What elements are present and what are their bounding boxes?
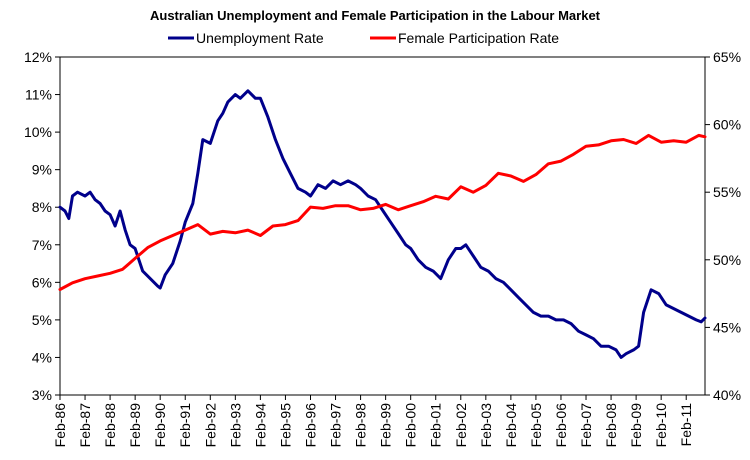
left-tick-label: 3% bbox=[32, 387, 52, 403]
plot-frame bbox=[59, 56, 706, 396]
x-tick-label: Feb-01 bbox=[428, 403, 444, 448]
legend-label-female-participation: Female Participation Rate bbox=[398, 30, 559, 46]
left-tick-label: 9% bbox=[32, 162, 52, 178]
x-tick-label: Feb-07 bbox=[578, 403, 594, 448]
x-tick-label: Feb-96 bbox=[302, 403, 318, 448]
x-tick-label: Feb-92 bbox=[202, 403, 218, 448]
x-tick-label: Feb-98 bbox=[353, 403, 369, 448]
x-tick-label: Feb-09 bbox=[628, 403, 644, 448]
right-tick-label: 65% bbox=[713, 49, 741, 65]
x-tick-label: Feb-88 bbox=[102, 403, 118, 448]
x-axis-ticks: Feb-86 Feb-87 Feb-88 Feb-89 Feb-90 Feb-91 Feb-… bbox=[52, 395, 694, 447]
left-tick-label: 12% bbox=[24, 49, 52, 65]
right-tick-label: 55% bbox=[713, 184, 741, 200]
series-layer bbox=[58, 89, 707, 359]
left-axis-ticks: 3% 4% 5% 6% 7% 8% 9% 10% 11% 12% bbox=[24, 49, 60, 403]
right-tick-label: 45% bbox=[713, 319, 741, 335]
left-tick-label: 5% bbox=[32, 312, 52, 328]
x-tick-label: Feb-87 bbox=[77, 403, 93, 448]
x-tick-label: Feb-11 bbox=[678, 403, 694, 447]
right-axis-ticks: 40% 45% 50% 55% 60% 65% bbox=[705, 49, 741, 403]
x-tick-label: Feb-94 bbox=[252, 403, 268, 448]
x-tick-label: Feb-99 bbox=[378, 403, 394, 448]
x-tick-label: Feb-89 bbox=[127, 403, 143, 448]
x-tick-label: Feb-91 bbox=[177, 403, 193, 448]
x-tick-label: Feb-08 bbox=[603, 403, 619, 448]
legend-label-unemployment: Unemployment Rate bbox=[196, 30, 324, 46]
female-participation-rate-line bbox=[58, 133, 707, 291]
left-tick-label: 4% bbox=[32, 349, 52, 365]
x-tick-label: Feb-86 bbox=[52, 403, 68, 448]
left-tick-label: 8% bbox=[32, 199, 52, 215]
right-tick-label: 50% bbox=[713, 252, 741, 268]
x-tick-label: Feb-05 bbox=[528, 403, 544, 448]
right-tick-label: 60% bbox=[713, 117, 741, 133]
chart-title: Australian Unemployment and Female Parti… bbox=[149, 8, 601, 23]
x-tick-label: Feb-00 bbox=[403, 403, 419, 448]
x-tick-label: Feb-90 bbox=[152, 403, 168, 448]
x-tick-label: Feb-06 bbox=[553, 403, 569, 448]
x-tick-label: Feb-93 bbox=[227, 403, 243, 448]
unemployment-rate-line bbox=[58, 89, 707, 359]
legend: Unemployment Rate Female Participation R… bbox=[168, 30, 559, 46]
left-tick-label: 7% bbox=[32, 237, 52, 253]
left-tick-label: 6% bbox=[32, 274, 52, 290]
x-tick-label: Feb-97 bbox=[328, 403, 344, 448]
x-tick-label: Feb-04 bbox=[503, 403, 519, 448]
plot-area bbox=[59, 56, 706, 396]
x-tick-label: Feb-95 bbox=[277, 403, 293, 448]
x-tick-label: Feb-03 bbox=[478, 403, 494, 448]
left-tick-label: 11% bbox=[25, 87, 52, 103]
left-tick-label: 10% bbox=[24, 124, 52, 140]
right-tick-label: 40% bbox=[713, 387, 741, 403]
x-tick-label: Feb-02 bbox=[453, 403, 469, 448]
x-tick-label: Feb-10 bbox=[653, 403, 669, 448]
